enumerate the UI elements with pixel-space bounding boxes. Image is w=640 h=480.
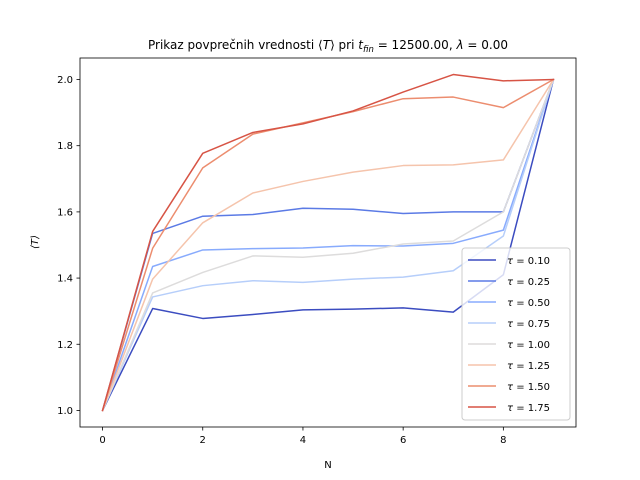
legend-label-4: τ = 1.00 (507, 340, 550, 351)
x-axis-ticks: 0 2 4 6 8 (99, 427, 507, 446)
legend-label-3: τ = 0.75 (507, 319, 550, 330)
series-line-4 (101, 78, 555, 412)
x-tick-label-0: 0 (99, 435, 105, 446)
x-axis-label: N (324, 460, 331, 471)
series-line-5 (101, 78, 555, 412)
y-axis-label: ⟨T⟩ (30, 235, 41, 249)
y-axis-ticks: 1.0 1.2 1.4 1.6 1.8 2.0 (57, 75, 80, 417)
y-tick-label-3: 1.6 (57, 207, 73, 218)
x-tick-label-3: 6 (400, 435, 406, 446)
series-layer (101, 73, 555, 412)
series-line-1 (101, 78, 555, 412)
x-tick-label-4: 8 (500, 435, 506, 446)
x-tick-label-1: 2 (200, 435, 206, 446)
y-tick-label-5: 2.0 (57, 75, 73, 86)
y-tick-label-2: 1.4 (57, 274, 73, 285)
chart-title: Prikaz povprečnih vrednosti ⟨T⟩ pri tfin… (148, 38, 508, 55)
legend-label-2: τ = 0.50 (507, 298, 550, 309)
plot-frame (79, 57, 577, 428)
y-tick-label-4: 1.8 (57, 141, 73, 152)
legend-box (461, 247, 571, 421)
legend-label-1: τ = 0.25 (507, 277, 550, 288)
y-tick-label-1: 1.2 (57, 340, 73, 351)
series-line-2 (101, 78, 555, 412)
legend-label-6: τ = 1.50 (507, 382, 550, 393)
legend-label-5: τ = 1.25 (507, 361, 550, 372)
series-line-7 (101, 73, 555, 412)
legend: τ = 0.10 τ = 0.25 τ = 0.50 τ = 0.75 τ = 1.00… (461, 247, 571, 421)
legend-label-0: τ = 0.10 (507, 256, 550, 267)
x-tick-label-2: 4 (300, 435, 306, 446)
legend-label-7: τ = 1.75 (507, 403, 550, 414)
y-tick-label-0: 1.0 (57, 406, 73, 417)
